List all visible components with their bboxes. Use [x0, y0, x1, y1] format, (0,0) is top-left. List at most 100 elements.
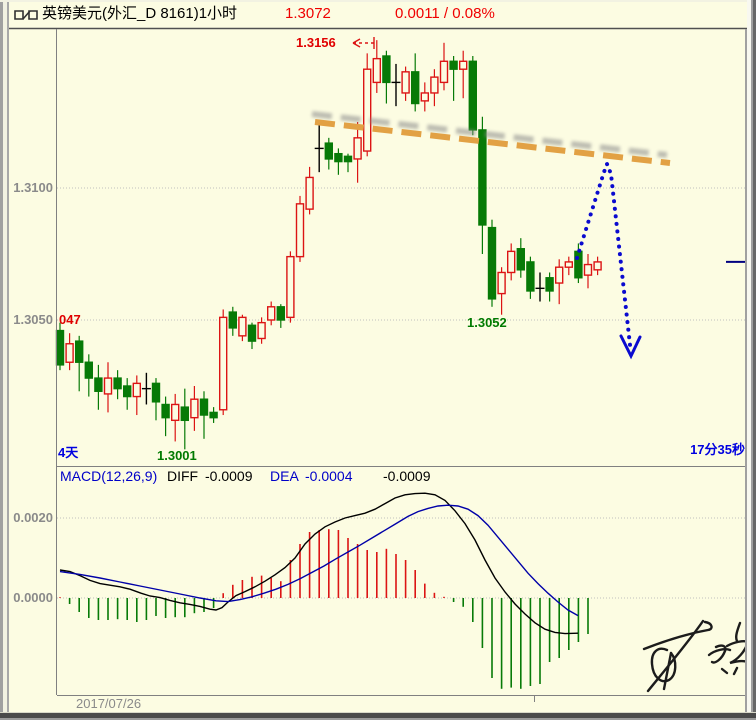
candle: [257, 317, 266, 344]
candle: [334, 148, 343, 175]
macd-dea-value: -0.0004: [305, 468, 353, 484]
candle: [65, 333, 74, 371]
projection-arrowhead: [619, 334, 642, 360]
candle: [113, 370, 122, 400]
window-border-top: [0, 0, 756, 2]
candle: [449, 56, 458, 101]
candle: [199, 391, 209, 439]
macd-diff-value: -0.0009: [205, 468, 253, 484]
candle: [94, 364, 103, 410]
candle: [295, 195, 305, 262]
candles: [55, 40, 602, 450]
candle: [382, 50, 391, 104]
candle: [180, 388, 190, 450]
candle: [583, 254, 593, 289]
macd-diff-label: DIFF: [167, 468, 199, 484]
candle: [190, 386, 199, 431]
candle: [74, 335, 84, 392]
candle: [161, 396, 170, 437]
candle: [343, 153, 353, 173]
window-border-right-outer: [753, 0, 756, 720]
candle: [324, 137, 333, 170]
quote-last-price: 1.3072: [285, 5, 331, 22]
window-border-right-light: [747, 0, 751, 720]
candle: [439, 42, 449, 91]
candle: [487, 219, 497, 307]
candle: [411, 53, 420, 112]
window-title: 英镑美元(外汇_D 8161)1小时: [42, 5, 238, 22]
candle: [84, 354, 94, 397]
candle: [555, 259, 564, 305]
macd-axis-label-0000: 0.0000: [13, 590, 53, 605]
macd-hist-value: -0.0009: [383, 468, 431, 484]
candle: [497, 267, 506, 315]
price-axis-label-13050: 1.3050: [13, 312, 53, 327]
date-axis-label: 2017/07/26: [76, 696, 142, 711]
candle: [228, 306, 238, 336]
visible-range-label: 4天: [58, 445, 79, 460]
candle: [267, 301, 276, 326]
candle: [430, 69, 439, 107]
window-border-right-mid: [751, 0, 753, 720]
candle: [564, 256, 573, 276]
quote-change: 0.0011 / 0.08%: [395, 5, 495, 22]
candle: [478, 116, 487, 254]
candle: [535, 272, 545, 302]
candle: [363, 53, 372, 157]
window-border-left-inner: [7, 0, 9, 712]
high-pointer: [352, 37, 375, 49]
panel-frame: [3, 27, 753, 702]
candle: [218, 309, 228, 416]
low-price-label: 1.3001: [157, 448, 197, 463]
instrument-icon: [14, 10, 38, 20]
macd-axis-label-0020: 0.0020: [13, 510, 53, 525]
macd-indicator-name[interactable]: MACD(12,26,9): [60, 468, 158, 484]
candle: [132, 375, 142, 416]
candle: [209, 407, 218, 423]
candle: [141, 372, 151, 405]
candle: [122, 378, 132, 410]
resistance-trendline: [314, 119, 671, 166]
window-border-left-outer: [0, 0, 3, 720]
left-price-tag: 047: [59, 312, 81, 327]
trendline-shadow: [311, 111, 668, 158]
candle: [286, 251, 295, 323]
candle: [238, 314, 247, 342]
candle: [391, 63, 401, 107]
macd-diff-line: [59, 492, 579, 635]
candle: [314, 122, 324, 173]
window-border-left-light: [3, 0, 7, 720]
candle: [526, 256, 535, 299]
price-axis-label-13100: 1.3100: [13, 180, 53, 195]
swing-low-label: 1.3052: [467, 315, 507, 330]
macd-dea-label: DEA: [270, 468, 299, 484]
candle: [516, 238, 525, 278]
candle: [353, 122, 362, 183]
candle: [247, 322, 257, 350]
candle: [170, 393, 180, 442]
candle: [459, 50, 468, 99]
main-chart-area[interactable]: [57, 29, 745, 466]
candle: [276, 304, 285, 328]
window-border-bottom-light: [0, 712, 756, 713]
high-price-label: 1.3156: [296, 35, 336, 50]
countdown-label: 17分35秒: [690, 442, 745, 457]
candle: [372, 40, 381, 93]
candle: [401, 66, 410, 101]
window-border-bottom-dark: [0, 713, 756, 718]
candle: [507, 243, 516, 281]
candle: [151, 378, 161, 421]
macd-panel-area[interactable]: [57, 492, 745, 695]
gridlines: [57, 187, 745, 599]
candle: [420, 82, 429, 112]
window-border-bottom-outer: [0, 718, 756, 720]
window-border-right-inner: [745, 29, 747, 712]
projection-arrow: [575, 158, 632, 347]
candle: [545, 272, 554, 302]
macd-histogram: [59, 529, 589, 689]
macd-dea-line: [59, 504, 579, 617]
candle: [305, 166, 314, 215]
